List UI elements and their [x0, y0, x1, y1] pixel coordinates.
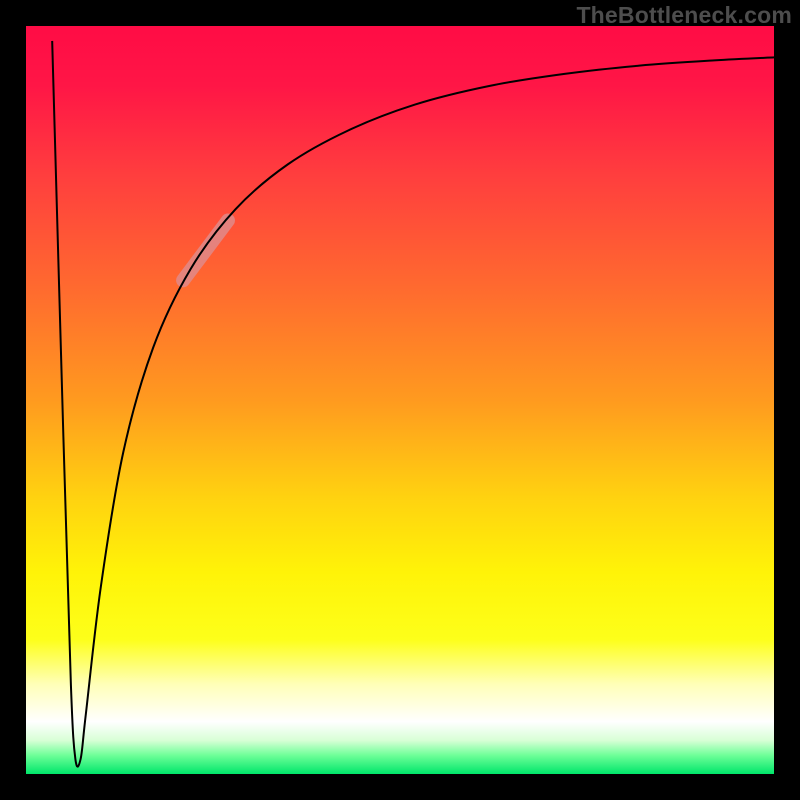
- curve-layer: [26, 26, 774, 774]
- watermark-text: TheBottleneck.com: [576, 2, 792, 29]
- bottleneck-curve: [52, 41, 774, 767]
- chart-frame: TheBottleneck.com: [0, 0, 800, 800]
- plot-area: [26, 26, 774, 774]
